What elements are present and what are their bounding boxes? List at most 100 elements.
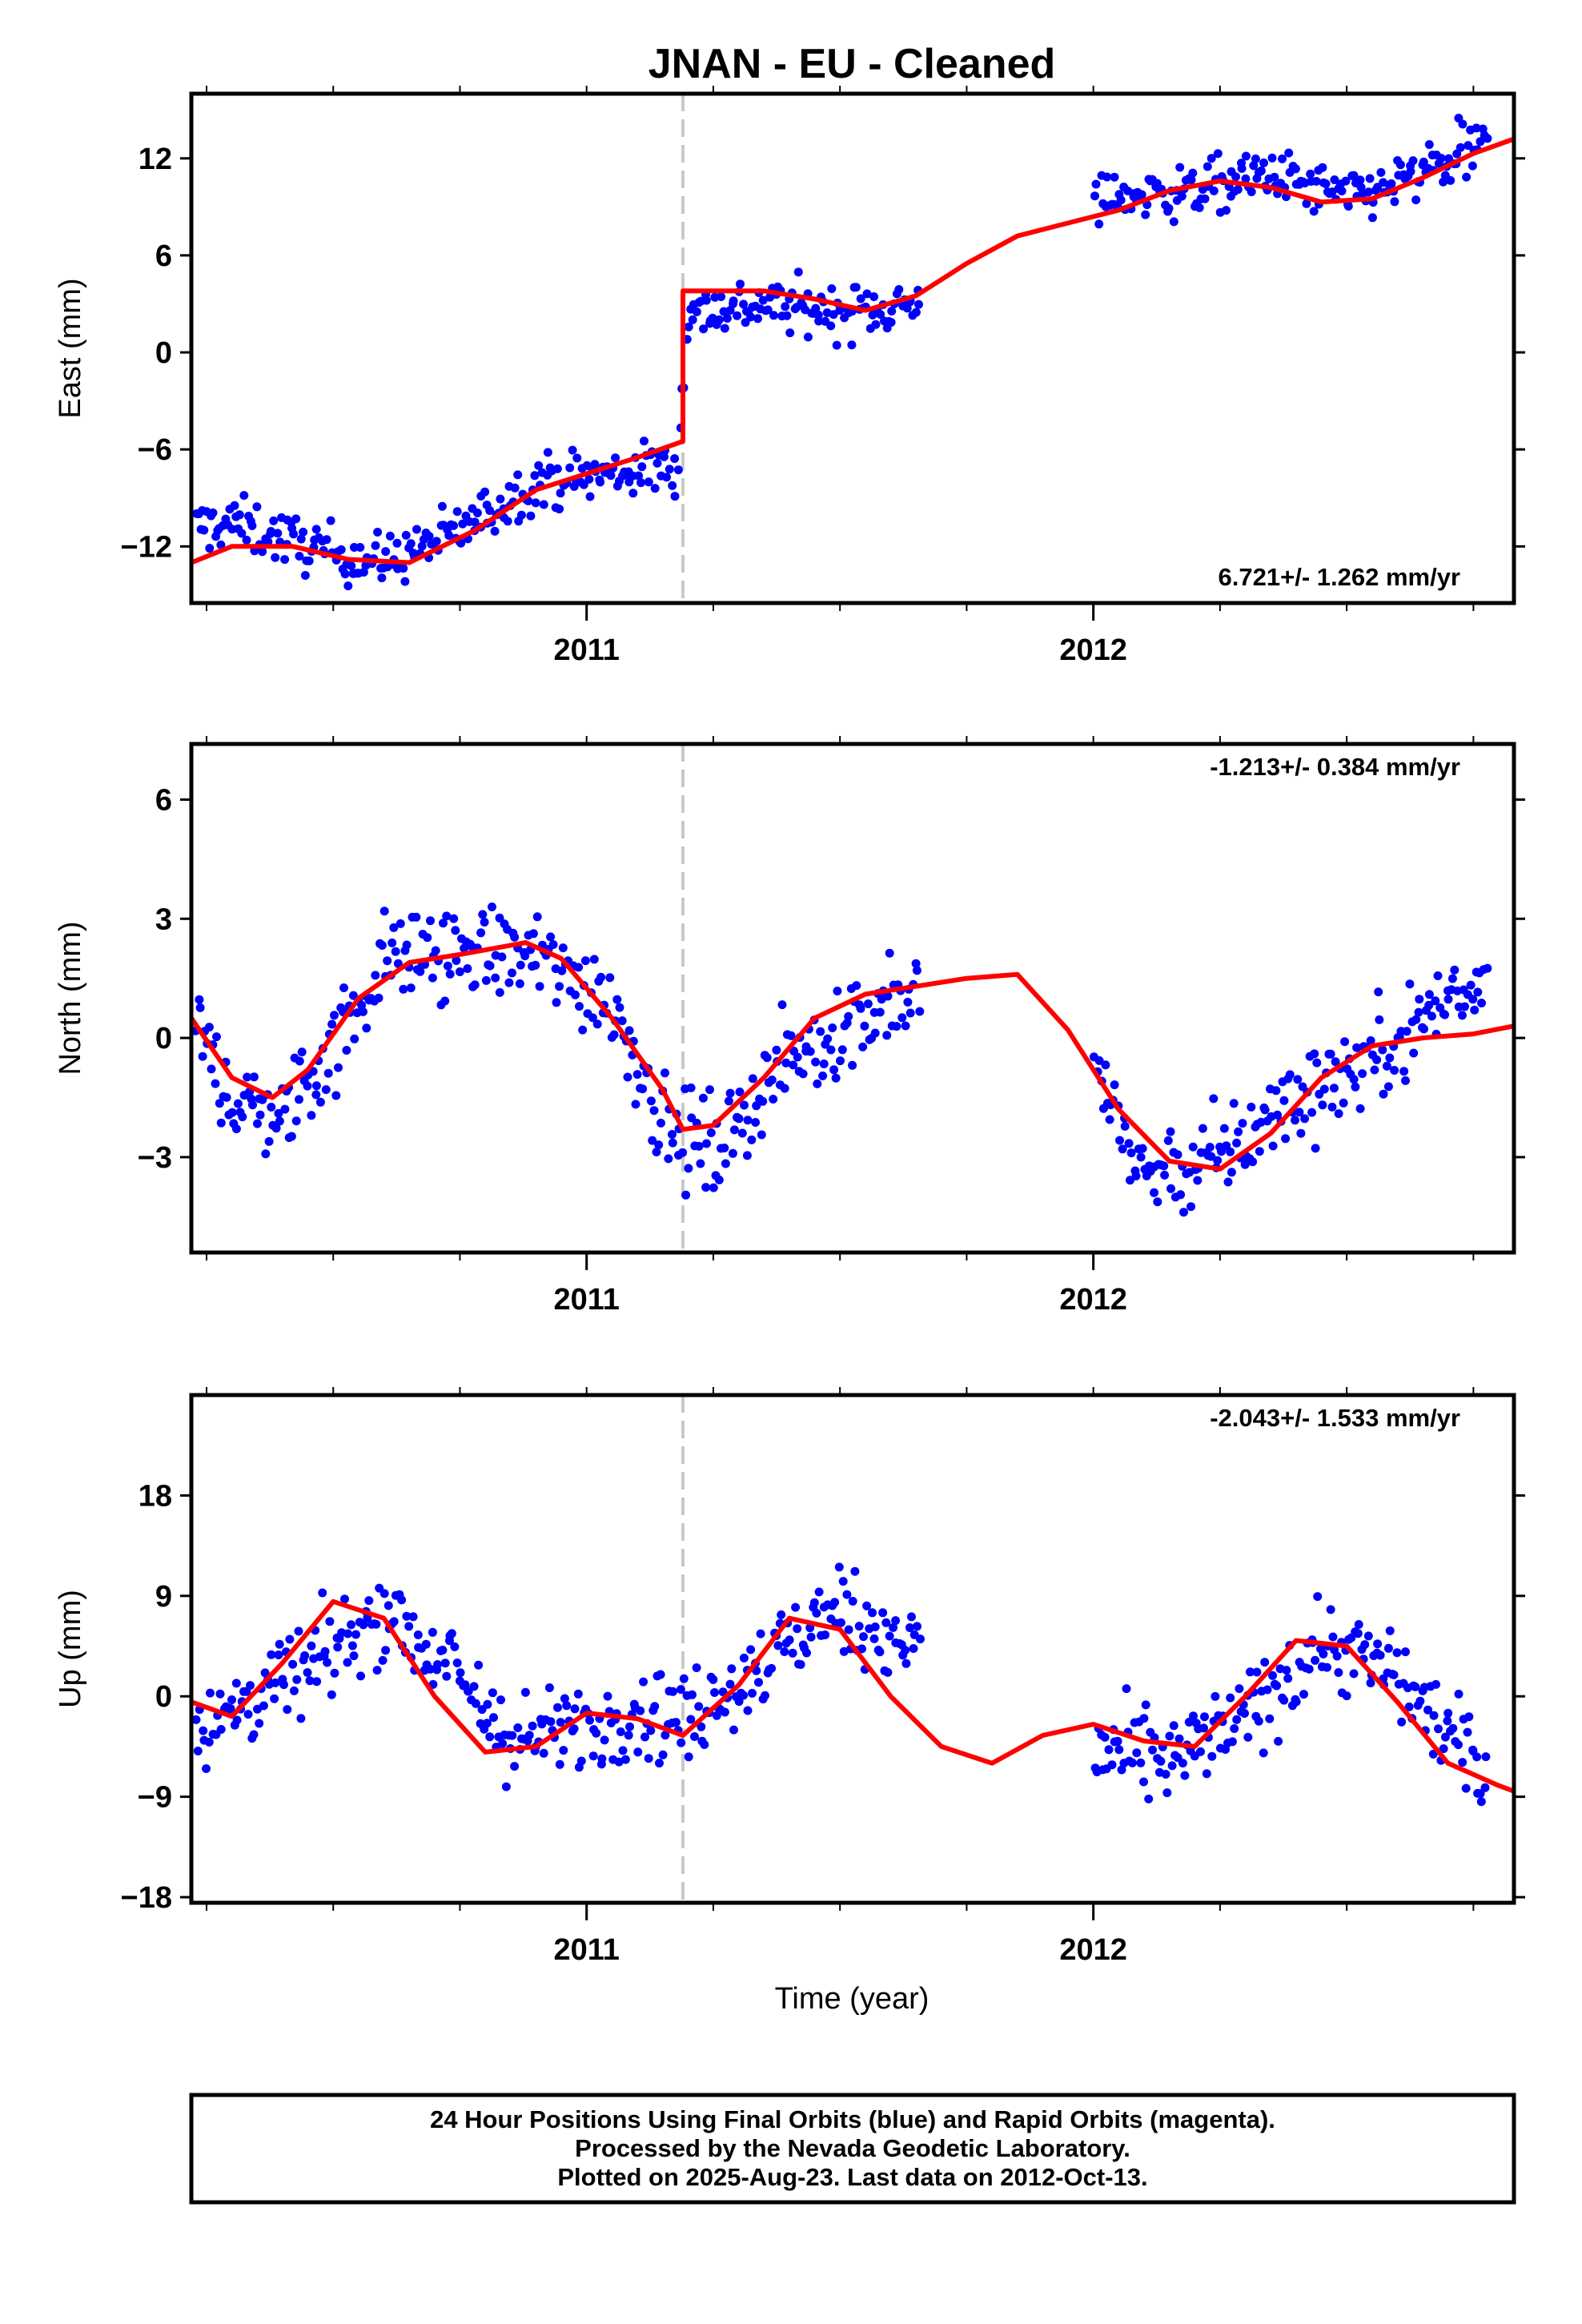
- data-point: [636, 1706, 645, 1715]
- data-point: [1159, 1161, 1169, 1171]
- footer-box: 24 Hour Positions Using Final Orbits (bl…: [189, 2093, 1516, 2205]
- data-point: [720, 1144, 729, 1152]
- data-point: [736, 279, 745, 289]
- data-point: [1448, 1723, 1458, 1733]
- data-point: [1169, 217, 1178, 227]
- data-point: [806, 1632, 816, 1642]
- data-point: [426, 916, 435, 926]
- data-point: [634, 471, 644, 480]
- data-point: [789, 1060, 798, 1070]
- data-point: [616, 1727, 625, 1736]
- data-point: [1337, 187, 1347, 195]
- data-point: [1249, 161, 1259, 171]
- data-point: [1177, 191, 1186, 201]
- data-point: [449, 521, 458, 530]
- data-point: [478, 910, 488, 919]
- data-point: [351, 1630, 360, 1639]
- data-point: [1376, 167, 1386, 177]
- data-point: [458, 519, 468, 529]
- data-point: [649, 1106, 659, 1116]
- data-point: [1354, 1620, 1363, 1629]
- data-point: [1156, 1756, 1166, 1766]
- data-point: [757, 1130, 766, 1140]
- data-point: [495, 913, 504, 923]
- footer-frame: [189, 2093, 1516, 2205]
- data-point: [826, 1045, 836, 1055]
- data-point: [267, 1103, 276, 1112]
- data-point: [1318, 163, 1327, 172]
- data-point: [291, 514, 301, 524]
- data-point: [508, 968, 516, 978]
- data-point: [1256, 166, 1266, 175]
- data-point: [1176, 1190, 1186, 1200]
- data-point: [708, 313, 717, 323]
- data-point: [1447, 974, 1457, 983]
- data-point: [834, 1562, 844, 1572]
- data-point: [753, 314, 762, 324]
- data-point: [688, 315, 697, 324]
- data-point: [292, 1675, 302, 1684]
- data-point: [1166, 1184, 1175, 1193]
- data-point: [391, 947, 400, 956]
- data-point: [802, 1648, 811, 1658]
- data-point: [869, 292, 879, 301]
- data-point: [1409, 1048, 1419, 1058]
- y-tick-label: 9: [155, 1580, 172, 1614]
- data-point: [216, 1118, 226, 1128]
- data-point: [1454, 1689, 1464, 1699]
- x-tick-label: 2012: [1059, 1933, 1127, 1967]
- data-point: [763, 305, 773, 315]
- data-point: [1209, 186, 1219, 195]
- data-point: [1207, 1152, 1216, 1161]
- y-tick-label: −3: [138, 1141, 172, 1175]
- data-point: [195, 1003, 205, 1012]
- data-point: [780, 1647, 789, 1656]
- data-point: [735, 1088, 745, 1096]
- data-point: [1406, 167, 1415, 176]
- data-point: [289, 1686, 299, 1695]
- data-point: [705, 1085, 714, 1095]
- data-point: [259, 1701, 268, 1711]
- data-point: [1306, 169, 1315, 179]
- data-point: [827, 284, 837, 293]
- data-point: [362, 1023, 371, 1033]
- data-point: [1113, 1736, 1122, 1746]
- y-tick-label: 6: [155, 783, 172, 817]
- data-point: [253, 1119, 262, 1128]
- data-point: [231, 1124, 241, 1134]
- data-point: [287, 1132, 296, 1141]
- data-point: [1241, 151, 1251, 161]
- data-point: [1443, 995, 1453, 1004]
- data-point: [1255, 1147, 1264, 1156]
- data-point: [589, 955, 599, 964]
- data-point: [252, 502, 262, 512]
- data-point: [303, 1081, 312, 1091]
- data-point: [714, 315, 724, 324]
- data-point: [513, 1723, 523, 1732]
- data-point: [1188, 1142, 1198, 1152]
- data-point: [1415, 995, 1424, 1004]
- data-point: [546, 1717, 556, 1727]
- data-point: [814, 316, 824, 326]
- data-point: [1340, 1037, 1350, 1047]
- data-point: [516, 510, 526, 520]
- data-point: [271, 553, 280, 562]
- data-point: [803, 332, 813, 342]
- data-point: [204, 1737, 214, 1747]
- data-point: [1161, 1770, 1170, 1779]
- data-point: [585, 1715, 594, 1725]
- y-tick-label: −6: [138, 433, 172, 467]
- data-point: [1383, 1643, 1393, 1653]
- data-point: [913, 1622, 921, 1631]
- data-point: [676, 1685, 685, 1695]
- data-point: [273, 529, 283, 538]
- data-point: [752, 1101, 761, 1111]
- data-point: [1375, 1015, 1384, 1024]
- data-point: [211, 1079, 220, 1088]
- data-point: [296, 1714, 306, 1723]
- data-point: [1431, 996, 1440, 1006]
- velocity-label: -1.213+/- 0.384 mm/yr: [1210, 753, 1460, 781]
- data-point: [1267, 153, 1277, 163]
- data-point: [275, 1116, 284, 1126]
- data-point: [289, 529, 299, 539]
